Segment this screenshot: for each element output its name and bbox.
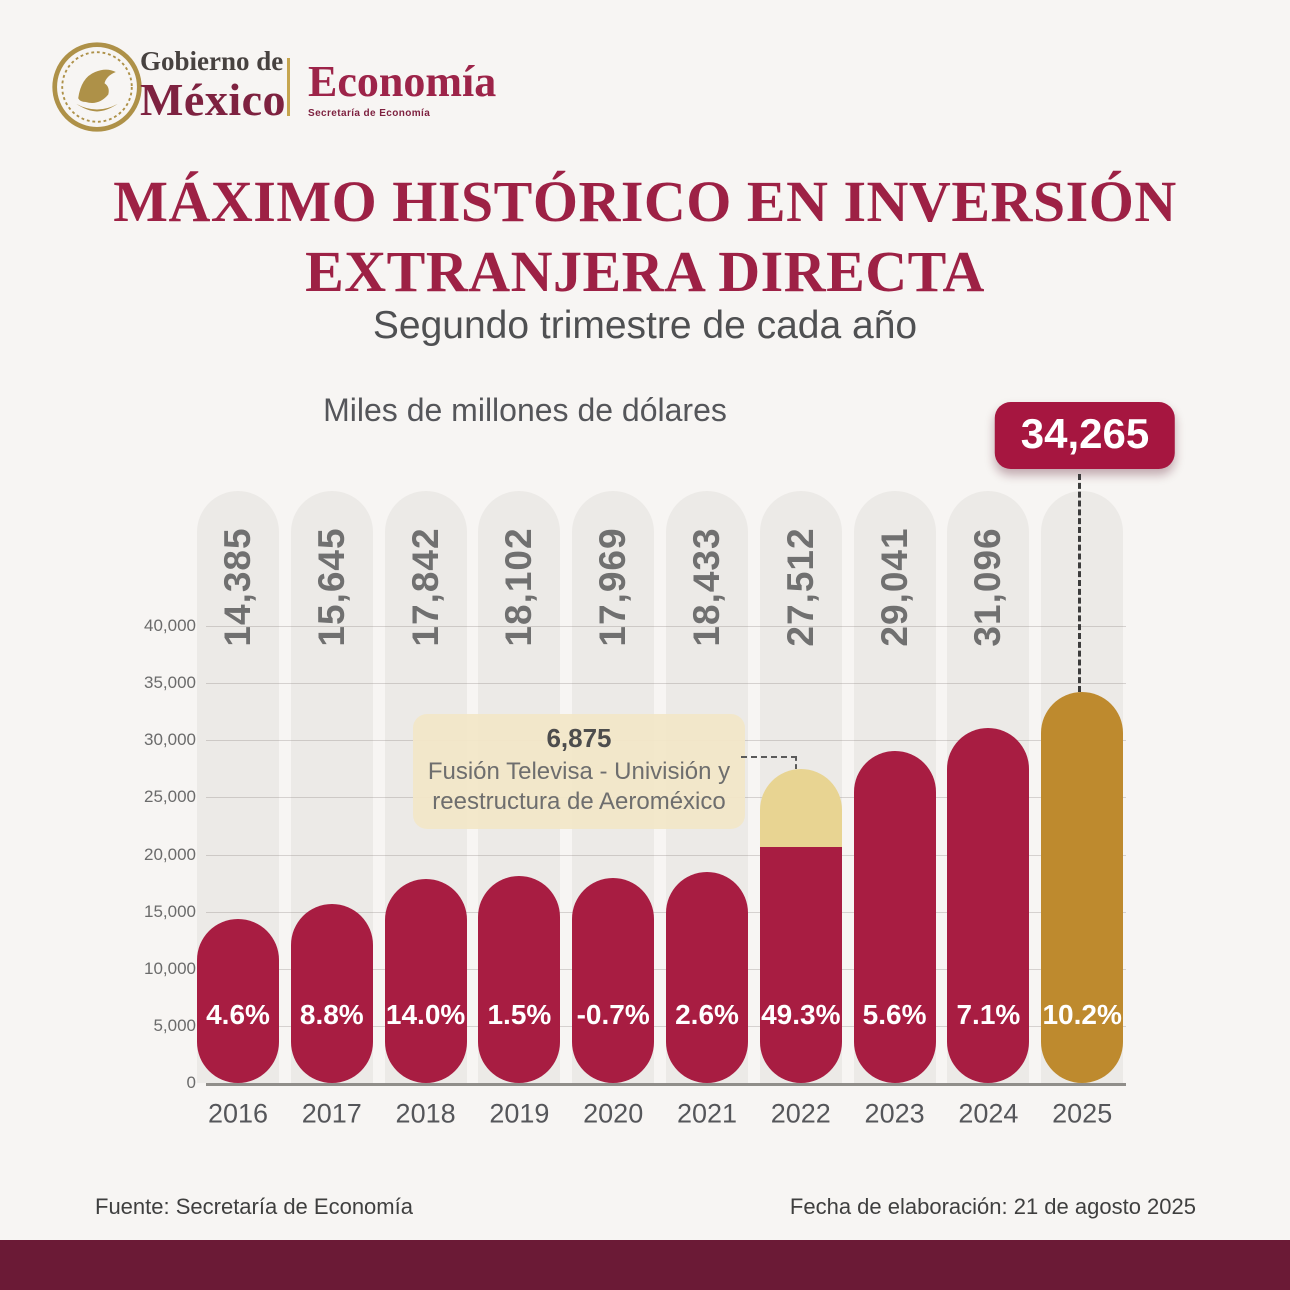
y-axis-tick-5,000: 5,000 [153,1015,196,1035]
bar-2017 [290,904,373,1083]
growth-label-2021: 2.6% [675,999,739,1030]
growth-label-2022: 49.3% [761,999,841,1030]
growth-label-2023: 5.6% [862,999,927,1030]
growth-label-2019: 1.5% [487,999,552,1030]
gridline-35,000 [206,683,1126,685]
agency-wordmark: Economía Secretaría de Economía [308,60,496,119]
page-subtitle: Segundo trimestre de cada año [372,304,918,347]
x-axis-label-2021: 2021 [676,1098,738,1129]
gobierno-de-label: Gobierno de [140,46,284,76]
value-label-2016: 14,385 [217,527,258,647]
value-label-2017: 15,645 [310,527,352,647]
x-axis-label-2017: 2017 [301,1098,362,1129]
value-label-2024: 31,096 [967,527,1009,647]
y-axis-tick-20,000: 20,000 [144,844,196,864]
chart-units-label: Miles de millones de dólares [323,392,727,428]
bar-2023 [853,751,936,1083]
annotation-text: Fusión Televisa - Univisión y reestructu… [427,758,731,815]
x-axis-label-2020: 2020 [583,1098,644,1129]
source-label: Fuente: Secretaría de Economía [95,1194,413,1219]
x-axis-label-2023: 2023 [864,1098,925,1129]
mexico-label: México [140,74,287,125]
value-label-2021: 18,433 [686,527,727,647]
value-label-2019: 18,102 [498,527,540,647]
value-label-2020: 17,969 [592,527,634,647]
annotation-box-2022: 6,875 Fusión Televisa - Univisión y rees… [413,714,745,829]
growth-label-2024: 7.1% [956,999,1021,1030]
callout-dashed-leader-line [1078,474,1081,692]
growth-label-2017: 8.8% [299,999,364,1030]
value-label-2023: 29,041 [873,527,915,647]
brand-divider [287,58,290,116]
mexico-coat-of-arms-icon [52,42,142,132]
gridline-40,000 [206,626,1126,627]
y-axis-tick-30,000: 30,000 [144,730,196,750]
x-axis-label-2018: 2018 [395,1098,456,1129]
y-axis-tick-0: 0 [186,1073,196,1092]
gobierno-de-mexico-wordmark: Gobierno de México [140,48,286,123]
bar-2024 [947,727,1030,1083]
page-title-line2: EXTRANJERA DIRECTA [305,239,985,304]
growth-label-2018: 14.0% [385,999,466,1030]
y-axis-tick-25,000: 25,000 [144,787,196,807]
bar-2025 [1041,691,1124,1083]
y-axis-tick-35,000: 35,000 [144,673,196,693]
bar-2016 [197,918,279,1083]
y-axis-tick-40,000: 40,000 [144,616,196,635]
bar-2019 [478,876,561,1083]
growth-label-2025: 10.2% [1042,999,1122,1030]
growth-label-2016: 4.6% [206,999,270,1030]
bar-2021 [666,872,748,1083]
bar-2018 [384,879,467,1083]
x-axis-label-2024: 2024 [958,1098,1019,1129]
y-axis-tick-15,000: 15,000 [144,901,196,921]
x-axis-label-2022: 2022 [770,1098,831,1129]
x-axis-label-2025: 2025 [1052,1098,1113,1129]
annotation-connector-vertical [795,756,797,769]
bar-2020 [572,877,655,1083]
agency-subtitle: Secretaría de Economía [308,108,431,119]
growth-label-2020: -0.7% [576,999,650,1030]
x-axis-label-2016: 2016 [207,1098,269,1129]
y-axis-tick-10,000: 10,000 [144,958,196,978]
max-value-badge: 34,265 [994,402,1176,469]
footer-band [0,1240,1290,1290]
value-label-2018: 17,842 [404,527,446,647]
elaboration-date-label: Fecha de elaboración: 21 de agosto 2025 [789,1194,1196,1219]
value-label-2022: 27,512 [779,527,821,647]
gridline-20,000 [206,854,1126,856]
bar-segment-top-2022 [759,768,842,848]
page-title-line1: MÁXIMO HISTÓRICO EN INVERSIÓN [113,169,1177,234]
bar-2022 [759,847,842,1083]
agency-name: Economía [308,57,497,106]
annotation-value: 6,875 [546,723,612,753]
annotation-connector-horizontal [741,756,797,758]
gridline-0 [206,1083,1126,1086]
x-axis-label-2019: 2019 [489,1098,550,1129]
